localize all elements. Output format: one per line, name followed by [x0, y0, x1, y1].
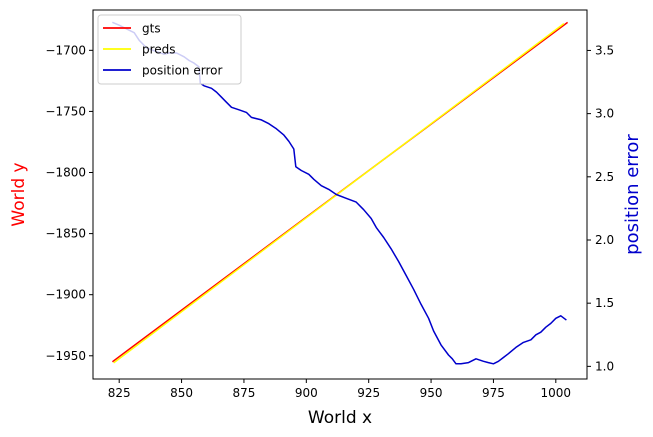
y-left-tick-label: −1800: [45, 166, 86, 180]
y-left-axis-label: World y: [9, 162, 29, 226]
legend-label: position error: [142, 64, 222, 78]
y-left-tick-label: −1900: [45, 288, 86, 302]
x-axis-label: World x: [308, 408, 372, 428]
x-tick-label: 900: [295, 386, 318, 400]
x-tick-label: 975: [482, 386, 505, 400]
legend-label: preds: [142, 43, 176, 57]
y-right-tick-label: 2.0: [595, 233, 614, 247]
y-right-tick-label: 3.0: [595, 107, 614, 121]
x-tick-label: 850: [170, 386, 193, 400]
legend-label: gts: [142, 22, 161, 36]
x-tick-label: 825: [108, 386, 131, 400]
y-right-axis-label: position error: [622, 134, 643, 255]
y-left-tick-label: −1750: [45, 104, 86, 118]
axes: 825 850 875 900 925 950 975 1000 −1950 −1900 −1850…: [9, 9, 643, 428]
plot-frame: [92, 9, 588, 380]
y-left-tick-label: −1700: [45, 43, 86, 57]
y-right-tick-label: 3.5: [595, 43, 614, 57]
y-right-tick-label: 1.0: [595, 359, 614, 373]
y-right-tick-label: 1.5: [595, 296, 614, 310]
x-tick-label: 1000: [541, 386, 572, 400]
legend-box: [97, 14, 242, 85]
x-tick-label: 950: [420, 386, 443, 400]
y-left-tick-label: −1850: [45, 227, 86, 241]
legend: gts preds position error: [97, 14, 242, 85]
y-left-tick-label: −1950: [45, 349, 86, 363]
y-right-tick-label: 2.5: [595, 170, 614, 184]
x-tick-label: 875: [232, 386, 255, 400]
series-line-preds: [113, 23, 565, 364]
x-tick-label: 925: [357, 386, 380, 400]
